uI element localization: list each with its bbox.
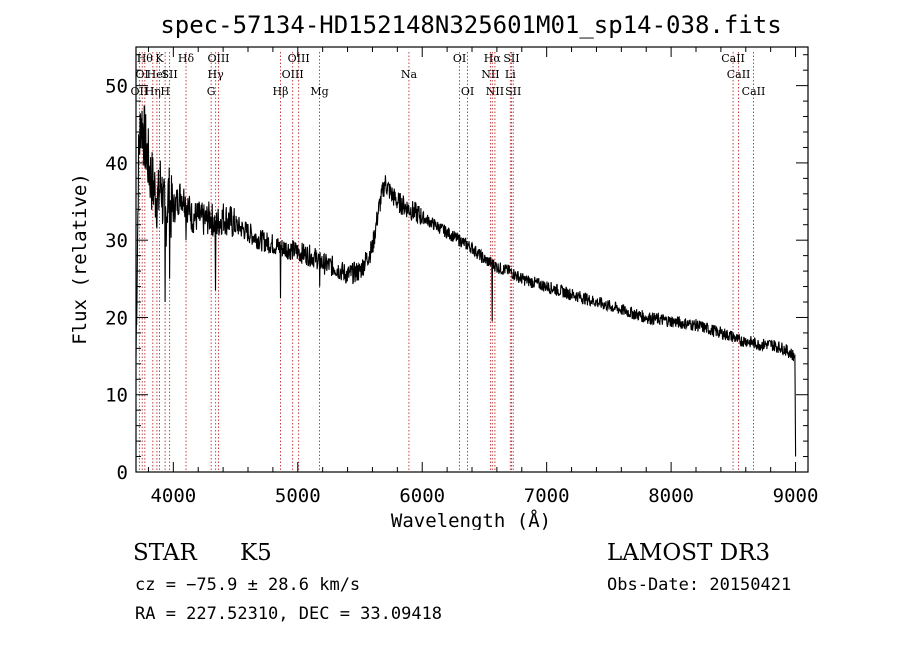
line-marker-label: OI	[461, 85, 474, 98]
x-tick-label: 7000	[524, 485, 570, 507]
y-tick-label: 10	[105, 385, 128, 407]
line-marker-label: NII	[481, 68, 499, 81]
line-marker-label: OIII	[288, 52, 310, 65]
spectrum-line	[135, 105, 797, 457]
line-marker-label: H	[160, 85, 170, 98]
line-marker-label: Na	[401, 68, 418, 81]
line-marker-label: OI	[453, 52, 466, 65]
y-tick-label: 50	[105, 76, 128, 98]
spectral-line-labels: OIIOIHθHηHeIKHSIIHδGHγOIIIHβOIIIOIIIMgNa…	[131, 52, 766, 98]
line-marker-label: Hα	[484, 52, 502, 65]
line-marker-label: Hη	[145, 85, 161, 98]
line-marker-label: Li	[505, 68, 516, 81]
line-marker-label: Hγ	[208, 68, 225, 81]
line-marker-label: NII	[486, 85, 504, 98]
line-marker-label: OIII	[207, 52, 229, 65]
y-tick-label: 30	[105, 230, 128, 252]
line-marker-label: Hθ	[137, 52, 154, 65]
redshift-velocity: cz = −75.9 ± 28.6 km/s	[135, 575, 361, 595]
axes: 4000 5000 6000 7000 8000 9000 0 10 20 30 40 50	[105, 47, 818, 507]
line-marker-label: K	[155, 52, 164, 65]
object-subclass: K5	[240, 540, 272, 566]
x-axis-label: Wavelength (Å)	[391, 509, 551, 530]
x-tick-label: 6000	[399, 485, 445, 507]
object-class: STAR	[133, 540, 197, 566]
y-tick-label: 40	[105, 153, 128, 175]
line-marker-label: OI	[136, 68, 149, 81]
line-marker-label: SII	[503, 52, 519, 65]
y-tick-label: 0	[117, 462, 128, 484]
line-marker-label: CaII	[727, 68, 751, 81]
line-marker-label: HeI	[147, 68, 167, 81]
x-tick-label: 5000	[275, 485, 321, 507]
line-marker-label: Hδ	[178, 52, 195, 65]
line-marker-label: Mg	[310, 85, 328, 98]
line-marker-label: OIII	[282, 68, 304, 81]
x-tick-label: 8000	[648, 485, 694, 507]
y-axis-label: Flux (relative)	[69, 173, 91, 345]
line-marker-label: CaII	[742, 85, 766, 98]
x-tick-label: 9000	[773, 485, 819, 507]
x-tick-label: 4000	[150, 485, 196, 507]
y-tick-label: 20	[105, 307, 128, 329]
coordinates: RA = 227.52310, DEC = 33.09418	[135, 604, 443, 624]
observation-date: Obs-Date: 20150421	[607, 575, 792, 595]
line-marker-label: SII	[161, 68, 177, 81]
spectral-line-markers	[138, 52, 754, 472]
line-marker-label: Hβ	[273, 85, 289, 98]
line-marker-label: G	[207, 85, 216, 98]
survey-name: LAMOST DR3	[607, 540, 771, 566]
line-marker-label: CaII	[721, 52, 745, 65]
plot-frame	[135, 46, 809, 473]
line-marker-label: OII	[131, 85, 149, 98]
chart-title: spec-57134-HD152148N325601M01_sp14-038.f…	[160, 11, 781, 39]
line-marker-label: SII	[505, 85, 521, 98]
spectrum-chart: OIIOIHθHηHeIKHSIIHδGHγOIIIHβOIIIOIIIMgNa…	[69, 11, 818, 530]
